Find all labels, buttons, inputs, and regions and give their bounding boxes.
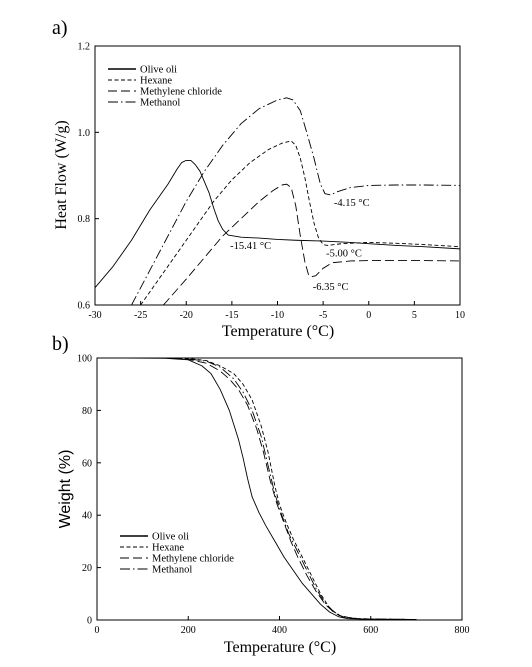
x-tick-label: 600 <box>363 625 378 636</box>
x-axis-title: Temperature (°C) <box>224 639 336 656</box>
chart-panel-b: b) 0 200 400 600 800 0 20 40 60 80 100 Temperature (… <box>52 333 470 656</box>
y-tick-label: 60 <box>82 458 92 469</box>
y-tick-label: 100 <box>77 354 92 365</box>
y-tick-label: 40 <box>82 511 92 522</box>
series-line-4 <box>131 97 460 305</box>
x-tick-label: 5 <box>412 310 417 321</box>
series-line-2 <box>119 358 417 620</box>
x-tick-label: -5 <box>319 310 327 321</box>
y-tick-label: 0.8 <box>78 214 91 225</box>
peak-annotation: -5.00 °C <box>326 249 362 260</box>
plot-frame <box>96 357 463 621</box>
y-tick-label: 0 <box>87 616 92 627</box>
legend-label: Methanol <box>140 98 180 109</box>
x-tick-label: -20 <box>180 310 193 321</box>
x-tick-label: 0 <box>95 625 100 636</box>
legend-label: Olive oli <box>140 65 177 76</box>
x-axis-title: Temperature (°C) <box>222 323 334 340</box>
x-tick-label: 800 <box>455 625 470 636</box>
y-tick-label: 0.6 <box>78 301 91 312</box>
y-tick-label: 80 <box>82 406 92 417</box>
legend-label: Hexane <box>152 543 184 554</box>
chart-panel-a: a) -30 -25 -20 -15 -10 -5 0 5 10 0.6 0.8 1.0 1.2 Tempe… <box>52 17 465 340</box>
x-tick-label: 200 <box>181 625 196 636</box>
x-tick-label: 0 <box>366 310 371 321</box>
peak-annotation: -4.15 °C <box>334 198 370 209</box>
x-tick-label: 400 <box>272 625 287 636</box>
x-tick-label: -30 <box>88 310 101 321</box>
x-tick-label: -15 <box>225 310 238 321</box>
panel-label: b) <box>52 333 69 355</box>
legend-label: Olive oli <box>152 532 189 543</box>
legend-label: Methylene chloride <box>140 87 222 98</box>
y-axis-title: Weight (%) <box>57 450 74 529</box>
series-line-3 <box>119 358 417 620</box>
legend-label: Hexane <box>140 76 172 87</box>
series-line-4 <box>119 358 417 620</box>
legend-label: Methanol <box>152 565 192 576</box>
y-tick-label: 1.2 <box>78 42 91 53</box>
x-tick-label: 10 <box>455 310 465 321</box>
panel-label: a) <box>52 17 68 39</box>
y-tick-label: 1.0 <box>78 128 91 139</box>
series-group <box>119 358 417 620</box>
series-group <box>95 97 460 305</box>
series-line-2 <box>140 140 460 305</box>
y-axis-title: Heat Flow (W/g) <box>53 120 70 229</box>
peak-annotation: -6.35 °C <box>313 282 349 293</box>
x-tick-label: -25 <box>134 310 147 321</box>
y-tick-label: 20 <box>82 563 92 574</box>
series-line-3 <box>163 183 460 305</box>
series-line-1 <box>119 358 417 620</box>
x-tick-label: -10 <box>271 310 284 321</box>
peak-annotation: -15.41 °C <box>230 241 271 252</box>
legend-label: Methylene chloride <box>152 554 234 565</box>
series-line-1 <box>95 159 460 289</box>
